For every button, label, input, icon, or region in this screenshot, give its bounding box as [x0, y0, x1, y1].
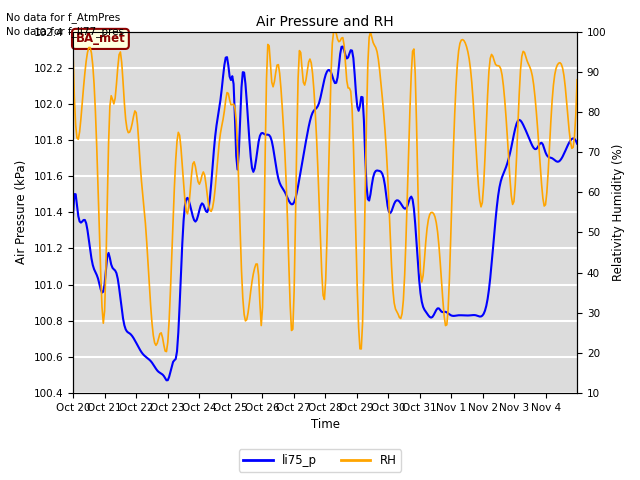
Y-axis label: Air Pressure (kPa): Air Pressure (kPa)	[15, 160, 28, 264]
Text: No data for f_AtmPres: No data for f_AtmPres	[6, 12, 121, 23]
Y-axis label: Relativity Humidity (%): Relativity Humidity (%)	[612, 144, 625, 281]
Text: No data for f_li77_pres: No data for f_li77_pres	[6, 26, 124, 37]
Text: BA_met: BA_met	[76, 33, 125, 46]
Title: Air Pressure and RH: Air Pressure and RH	[256, 15, 394, 29]
X-axis label: Time: Time	[310, 419, 340, 432]
Legend: li75_p, RH: li75_p, RH	[239, 449, 401, 472]
